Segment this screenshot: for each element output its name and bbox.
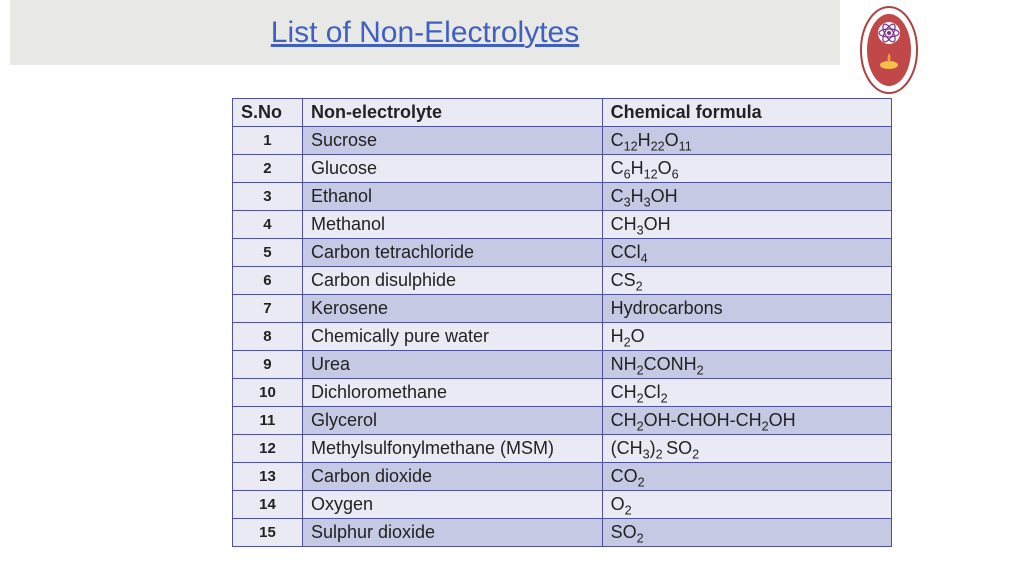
- table-row: 10DichloromethaneCH2Cl2: [233, 379, 892, 407]
- non-electrolytes-table: S.No Non-electrolyte Chemical formula 1S…: [232, 98, 892, 547]
- cell-sno: 8: [233, 323, 303, 351]
- cell-formula: CH2OH-CHOH-CH2OH: [602, 407, 891, 435]
- table-row: 7KeroseneHydrocarbons: [233, 295, 892, 323]
- cell-sno: 10: [233, 379, 303, 407]
- header-sno: S.No: [233, 99, 303, 127]
- table-header-row: S.No Non-electrolyte Chemical formula: [233, 99, 892, 127]
- cell-sno: 4: [233, 211, 303, 239]
- cell-name: Sucrose: [302, 127, 602, 155]
- table-row: 1SucroseC12H22O11: [233, 127, 892, 155]
- cell-formula: O2: [602, 491, 891, 519]
- cell-sno: 13: [233, 463, 303, 491]
- table-row: 3EthanolC3H3OH: [233, 183, 892, 211]
- cell-formula: C3H3OH: [602, 183, 891, 211]
- table-row: 9UreaNH2CONH2: [233, 351, 892, 379]
- cell-sno: 15: [233, 519, 303, 547]
- table-row: 12Methylsulfonylmethane (MSM)(CH3)2 SO2: [233, 435, 892, 463]
- cell-name: Dichloromethane: [302, 379, 602, 407]
- cell-name: Methanol: [302, 211, 602, 239]
- cell-sno: 2: [233, 155, 303, 183]
- table-row: 11GlycerolCH2OH-CHOH-CH2OH: [233, 407, 892, 435]
- cell-formula: CCl4: [602, 239, 891, 267]
- institution-logo-icon: [859, 5, 919, 95]
- cell-name: Ethanol: [302, 183, 602, 211]
- cell-sno: 9: [233, 351, 303, 379]
- cell-name: Carbon disulphide: [302, 267, 602, 295]
- cell-name: Glycerol: [302, 407, 602, 435]
- cell-formula: (CH3)2 SO2: [602, 435, 891, 463]
- cell-name: Urea: [302, 351, 602, 379]
- cell-formula: CS2: [602, 267, 891, 295]
- cell-formula: CO2: [602, 463, 891, 491]
- cell-formula: CH2Cl2: [602, 379, 891, 407]
- cell-formula: Hydrocarbons: [602, 295, 891, 323]
- table-row: 5Carbon tetrachlorideCCl4: [233, 239, 892, 267]
- header-formula: Chemical formula: [602, 99, 891, 127]
- cell-sno: 6: [233, 267, 303, 295]
- table-row: 14OxygenO2: [233, 491, 892, 519]
- cell-name: Oxygen: [302, 491, 602, 519]
- table-row: 15Sulphur dioxideSO2: [233, 519, 892, 547]
- page-title: List of Non-Electrolytes: [271, 16, 579, 50]
- cell-sno: 5: [233, 239, 303, 267]
- cell-sno: 12: [233, 435, 303, 463]
- table-row: 4MethanolCH3OH: [233, 211, 892, 239]
- header-name: Non-electrolyte: [302, 99, 602, 127]
- title-bar: List of Non-Electrolytes: [10, 0, 840, 65]
- cell-formula: C12H22O11: [602, 127, 891, 155]
- cell-name: Carbon tetrachloride: [302, 239, 602, 267]
- table-row: 13Carbon dioxideCO2: [233, 463, 892, 491]
- cell-sno: 3: [233, 183, 303, 211]
- cell-formula: C6H12O6: [602, 155, 891, 183]
- cell-name: Chemically pure water: [302, 323, 602, 351]
- table-row: 8Chemically pure waterH2O: [233, 323, 892, 351]
- cell-name: Methylsulfonylmethane (MSM): [302, 435, 602, 463]
- table-row: 6Carbon disulphideCS2: [233, 267, 892, 295]
- cell-name: Carbon dioxide: [302, 463, 602, 491]
- cell-formula: H2O: [602, 323, 891, 351]
- cell-formula: CH3OH: [602, 211, 891, 239]
- cell-name: Glucose: [302, 155, 602, 183]
- table-row: 2GlucoseC6H12O6: [233, 155, 892, 183]
- cell-sno: 7: [233, 295, 303, 323]
- cell-sno: 11: [233, 407, 303, 435]
- cell-name: Kerosene: [302, 295, 602, 323]
- cell-sno: 14: [233, 491, 303, 519]
- cell-formula: SO2: [602, 519, 891, 547]
- cell-name: Sulphur dioxide: [302, 519, 602, 547]
- cell-formula: NH2CONH2: [602, 351, 891, 379]
- cell-sno: 1: [233, 127, 303, 155]
